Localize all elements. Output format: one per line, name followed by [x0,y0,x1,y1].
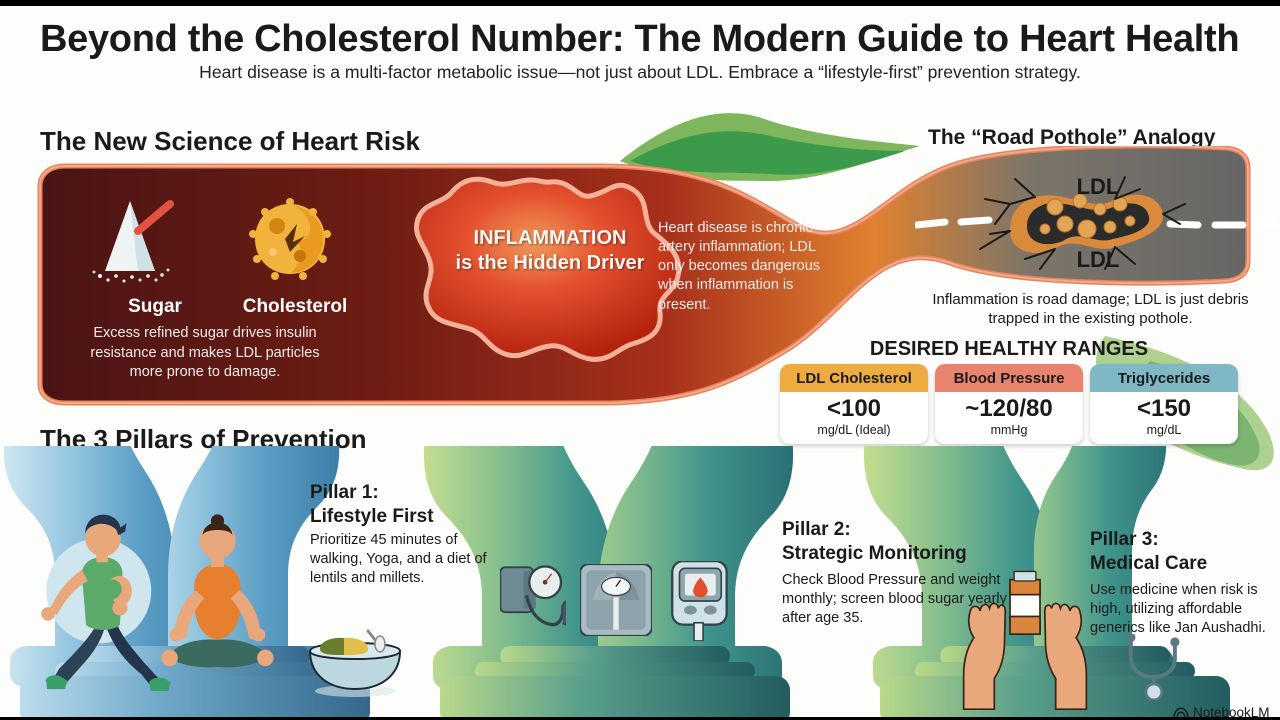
svg-text:LDL: LDL [1077,247,1120,272]
svg-text:LDL: LDL [1077,174,1120,199]
